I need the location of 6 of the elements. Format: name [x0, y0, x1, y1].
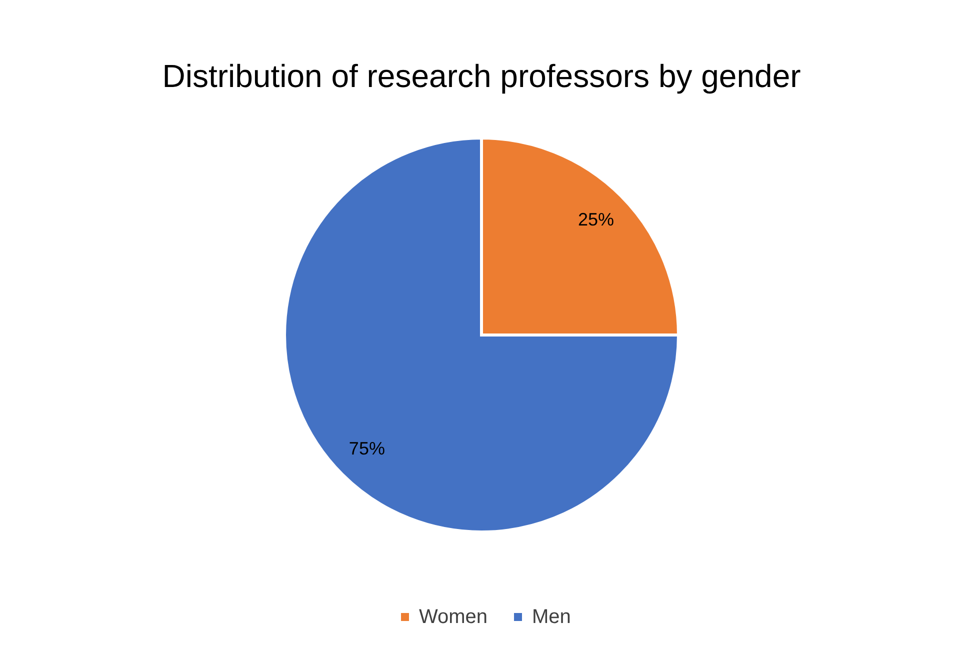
data-label: 75% — [348, 438, 385, 459]
legend-label: Men — [532, 606, 571, 628]
pie-slice — [283, 136, 680, 534]
chart-title: Distribution of research professors by gender — [162, 58, 802, 94]
data-label: 25% — [578, 209, 614, 230]
legend-label: Women — [419, 606, 488, 628]
